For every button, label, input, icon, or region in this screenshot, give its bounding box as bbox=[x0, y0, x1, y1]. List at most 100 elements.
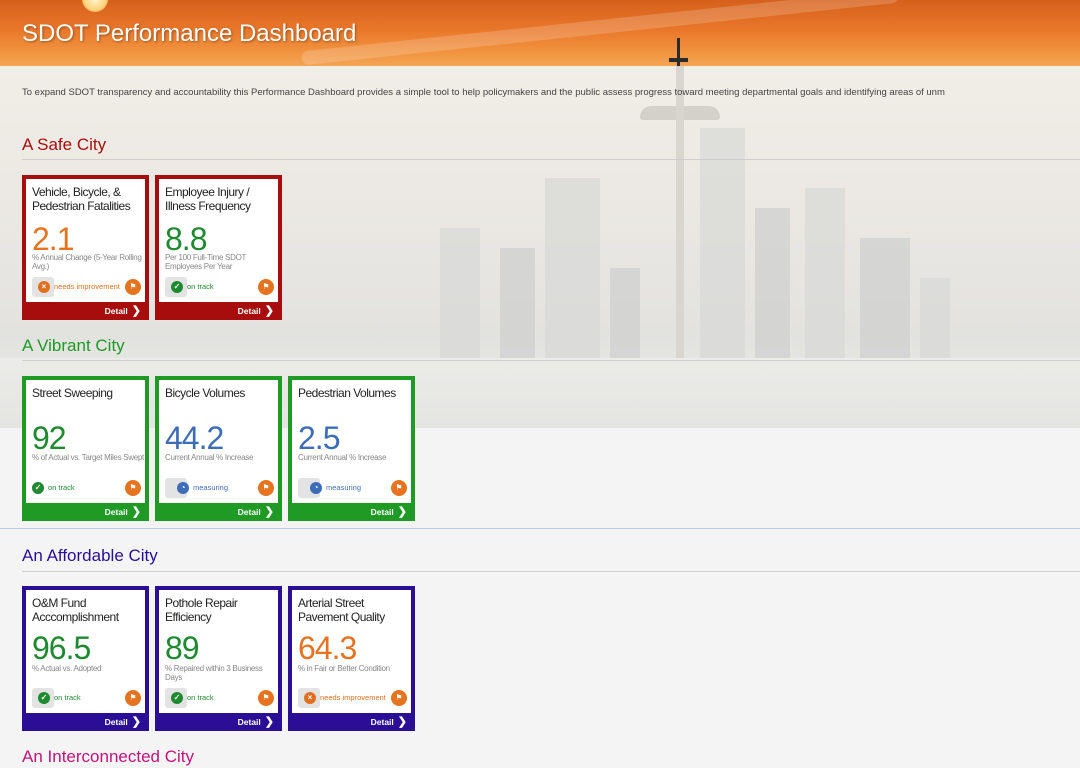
detail-link[interactable]: Detail ❯ bbox=[22, 713, 149, 731]
card-value: 44.2 bbox=[165, 420, 224, 456]
card-value: 89 bbox=[165, 630, 200, 666]
detail-label: Detail bbox=[370, 717, 394, 727]
card-title: O&M Fund Acccomplishment bbox=[32, 596, 119, 624]
card-description: % Repaired within 3 Business Days bbox=[165, 664, 263, 682]
flag-icon[interactable]: ⚑ bbox=[258, 279, 274, 295]
status-row: ◔ measuring ⚑ bbox=[298, 478, 407, 498]
checkmark-circle-icon: ✓ bbox=[32, 482, 44, 494]
card-title: Arterial Street Pavement Quality bbox=[298, 596, 385, 624]
detail-link[interactable]: Detail ❯ bbox=[155, 713, 282, 731]
card-value: 8.8 bbox=[165, 221, 207, 257]
card-title: Pothole Repair Efficiency bbox=[165, 596, 238, 624]
detail-link[interactable]: Detail ❯ bbox=[22, 302, 149, 320]
card-title: Employee Injury / Illness Frequency bbox=[165, 185, 251, 213]
status-label: on track bbox=[187, 693, 214, 702]
detail-link[interactable]: Detail ❯ bbox=[288, 503, 415, 521]
card-title: Vehicle, Bicycle, & Pedestrian Fatalitie… bbox=[32, 185, 131, 213]
section-divider bbox=[22, 360, 1080, 361]
flag-icon[interactable]: ⚑ bbox=[125, 690, 141, 706]
status-row: ✓ on track ⚑ bbox=[165, 688, 274, 708]
status-row: × needs improvement ⚑ bbox=[298, 688, 407, 708]
status-label: on track bbox=[187, 282, 214, 291]
status-label: measuring bbox=[193, 483, 229, 492]
status-row: × needs improvement ⚑ bbox=[32, 277, 141, 297]
detail-label: Detail bbox=[237, 306, 261, 316]
card-description: % in Fair or Better Condition bbox=[298, 664, 390, 673]
measuring-icon: ◔ bbox=[177, 482, 189, 494]
card-title: Bicycle Volumes bbox=[165, 386, 245, 400]
card-description: % of Actual vs. Target Miles Swept bbox=[32, 453, 144, 462]
status-row: ◔ measuring ⚑ bbox=[165, 478, 274, 498]
x-circle-icon: × bbox=[304, 692, 316, 704]
skyline-background bbox=[0, 66, 1080, 428]
detail-link[interactable]: Detail ❯ bbox=[288, 713, 415, 731]
card-description: Per 100 Full-Time SDOT Employees Per Yea… bbox=[165, 253, 246, 271]
chevron-right-icon: ❯ bbox=[264, 305, 274, 317]
status-label: measuring bbox=[326, 483, 362, 492]
chevron-right-icon: ❯ bbox=[131, 506, 141, 518]
detail-label: Detail bbox=[370, 507, 394, 517]
checkmark-circle-icon: ✓ bbox=[171, 281, 183, 293]
chevron-right-icon: ❯ bbox=[397, 506, 407, 518]
flag-icon[interactable]: ⚑ bbox=[125, 279, 141, 295]
chevron-right-icon: ❯ bbox=[131, 305, 141, 317]
card-value: 64.3 bbox=[298, 630, 357, 666]
card-pothole-repair[interactable]: Pothole Repair Efficiency 89 % Repaired … bbox=[155, 586, 282, 731]
card-title: Pedestrian Volumes bbox=[298, 386, 396, 400]
section-title-vibrant: A Vibrant City bbox=[22, 336, 125, 355]
chevron-right-icon: ❯ bbox=[397, 716, 407, 728]
card-om-fund[interactable]: O&M Fund Acccomplishment 96.5 % Actual v… bbox=[22, 586, 149, 731]
detail-label: Detail bbox=[104, 507, 128, 517]
chevron-right-icon: ❯ bbox=[264, 506, 274, 518]
chevron-right-icon: ❯ bbox=[131, 716, 141, 728]
card-description: Current Annual % Increase bbox=[165, 453, 254, 462]
page-title: SDOT Performance Dashboard bbox=[22, 20, 357, 47]
card-employee-injury[interactable]: Employee Injury / Illness Frequency 8.8 … bbox=[155, 175, 282, 320]
flag-icon[interactable]: ⚑ bbox=[391, 480, 407, 496]
intro-text: To expand SDOT transparency and accounta… bbox=[22, 87, 945, 98]
status-row: ✓ on track ⚑ bbox=[32, 480, 141, 498]
checkmark-circle-icon: ✓ bbox=[38, 692, 50, 704]
card-description: % Annual Change (5-Year Rolling Avg.) bbox=[32, 253, 142, 271]
card-fatalities[interactable]: Vehicle, Bicycle, & Pedestrian Fatalitie… bbox=[22, 175, 149, 320]
band-divider bbox=[0, 528, 1080, 529]
flag-icon[interactable]: ⚑ bbox=[391, 690, 407, 706]
status-row: ✓ on track ⚑ bbox=[32, 688, 141, 708]
status-label: on track bbox=[54, 693, 81, 702]
x-circle-icon: × bbox=[38, 281, 50, 293]
flag-icon[interactable]: ⚑ bbox=[125, 480, 141, 496]
card-bicycle-volumes[interactable]: Bicycle Volumes 44.2 Current Annual % In… bbox=[155, 376, 282, 521]
card-value: 2.5 bbox=[298, 420, 340, 456]
flag-icon[interactable]: ⚑ bbox=[258, 690, 274, 706]
card-value: 96.5 bbox=[32, 630, 91, 666]
section-title-affordable: An Affordable City bbox=[22, 546, 158, 565]
status-label: needs improvement bbox=[320, 693, 386, 702]
status-row: ✓ on track ⚑ bbox=[165, 277, 274, 297]
card-value: 2.1 bbox=[32, 221, 74, 257]
section-title-safe: A Safe City bbox=[22, 135, 107, 154]
section-divider bbox=[22, 571, 1080, 572]
section-divider bbox=[22, 159, 1080, 160]
detail-label: Detail bbox=[237, 507, 261, 517]
card-description: Current Annual % Increase bbox=[298, 453, 387, 462]
checkmark-circle-icon: ✓ bbox=[171, 692, 183, 704]
card-pedestrian-volumes[interactable]: Pedestrian Volumes 2.5 Current Annual % … bbox=[288, 376, 415, 521]
status-label: needs improvement bbox=[54, 282, 120, 291]
detail-link[interactable]: Detail ❯ bbox=[155, 302, 282, 320]
detail-link[interactable]: Detail ❯ bbox=[22, 503, 149, 521]
measuring-icon: ◔ bbox=[310, 482, 322, 494]
card-value: 92 bbox=[32, 420, 67, 456]
detail-label: Detail bbox=[237, 717, 261, 727]
cloud-streak-graphic bbox=[300, 0, 900, 66]
header-banner: SDOT Performance Dashboard bbox=[0, 0, 1080, 66]
detail-link[interactable]: Detail ❯ bbox=[155, 503, 282, 521]
detail-label: Detail bbox=[104, 306, 128, 316]
space-needle-silhouette bbox=[669, 38, 688, 66]
flag-icon[interactable]: ⚑ bbox=[258, 480, 274, 496]
space-needle-shaft bbox=[676, 66, 684, 428]
card-pavement-quality[interactable]: Arterial Street Pavement Quality 64.3 % … bbox=[288, 586, 415, 731]
card-title: Street Sweeping bbox=[32, 386, 113, 400]
card-street-sweeping[interactable]: Street Sweeping 92 % of Actual vs. Targe… bbox=[22, 376, 149, 521]
section-title-interconnected: An Interconnected City bbox=[22, 747, 194, 766]
status-label: on track bbox=[48, 483, 75, 492]
